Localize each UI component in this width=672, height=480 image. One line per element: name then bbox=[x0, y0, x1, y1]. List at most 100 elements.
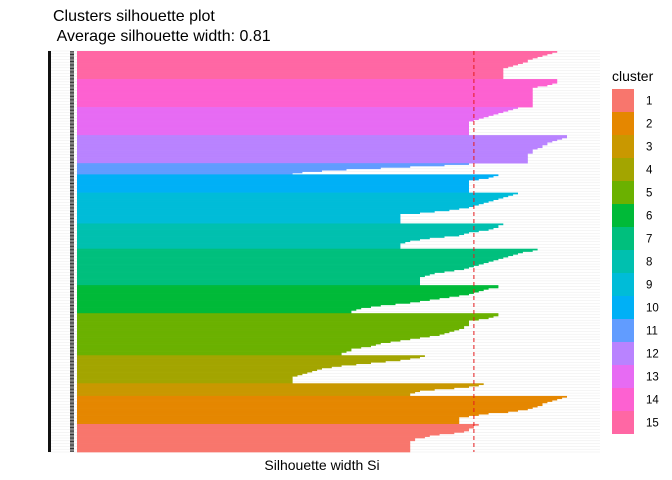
silhouette-bar-cluster-10 bbox=[77, 177, 489, 179]
legend-label-11: 11 bbox=[646, 326, 658, 338]
silhouette-bar-cluster-8 bbox=[77, 237, 430, 240]
legend-item-14: 14 bbox=[612, 388, 659, 411]
silhouette-bar-cluster-7 bbox=[77, 259, 494, 262]
plot-area bbox=[48, 50, 600, 453]
silhouette-bar-cluster-12 bbox=[77, 157, 528, 160]
silhouette-bar-cluster-9 bbox=[77, 203, 479, 206]
silhouette-bar-cluster-8 bbox=[77, 247, 401, 250]
silhouette-bar-cluster-2 bbox=[77, 411, 509, 414]
legend-label-12: 12 bbox=[646, 349, 659, 361]
silhouette-bar-cluster-6 bbox=[77, 303, 396, 306]
silhouette-bar-cluster-7 bbox=[77, 252, 518, 255]
y-tick-label-column bbox=[48, 51, 51, 452]
silhouette-bar-cluster-7 bbox=[77, 262, 484, 265]
silhouette-bar-cluster-2 bbox=[77, 405, 538, 408]
silhouette-bar-cluster-15 bbox=[77, 77, 504, 80]
silhouette-bar-cluster-1 bbox=[77, 442, 411, 444]
silhouette-bar-cluster-9 bbox=[77, 199, 494, 202]
silhouette-bar-cluster-11 bbox=[77, 167, 381, 170]
silhouette-bar-cluster-15 bbox=[77, 52, 553, 55]
silhouette-bar-cluster-5 bbox=[77, 339, 401, 342]
legend-item-6: 6 bbox=[612, 204, 652, 227]
silhouette-bar-cluster-8 bbox=[77, 231, 469, 234]
legend-item-10: 10 bbox=[612, 296, 659, 319]
silhouette-bar-cluster-14 bbox=[77, 97, 533, 100]
silhouette-bar-cluster-7 bbox=[77, 282, 420, 285]
silhouette-bar-cluster-6 bbox=[77, 290, 479, 293]
silhouette-bar-cluster-11 bbox=[77, 172, 293, 175]
silhouette-bar-cluster-1 bbox=[77, 439, 416, 442]
silhouette-bar-cluster-5 bbox=[77, 328, 460, 331]
silhouette-bar-cluster-2 bbox=[77, 397, 563, 400]
silhouette-bar-cluster-11 bbox=[77, 168, 347, 171]
legend-key-6 bbox=[612, 204, 634, 227]
silhouette-bar-cluster-8 bbox=[77, 224, 499, 227]
silhouette-bar-cluster-4 bbox=[77, 367, 322, 370]
silhouette-bar-cluster-15 bbox=[77, 55, 543, 57]
legend-label-5: 5 bbox=[646, 188, 652, 200]
silhouette-bar-cluster-10 bbox=[77, 179, 469, 182]
silhouette-bar-cluster-7 bbox=[77, 275, 425, 278]
silhouette-bar-cluster-5 bbox=[77, 337, 420, 339]
silhouette-bar-cluster-1 bbox=[77, 429, 469, 432]
silhouette-bar-cluster-8 bbox=[77, 240, 411, 243]
silhouette-bar-cluster-5 bbox=[77, 335, 430, 338]
silhouette-bar-cluster-15 bbox=[77, 59, 528, 62]
silhouette-bar-cluster-13 bbox=[77, 109, 509, 112]
silhouette-bar-cluster-15 bbox=[77, 72, 504, 74]
silhouette-bar-cluster-9 bbox=[77, 194, 514, 196]
silhouette-bar-cluster-11 bbox=[77, 164, 445, 167]
silhouette-bar-cluster-7 bbox=[77, 264, 479, 266]
silhouette-bar-cluster-2 bbox=[77, 400, 553, 402]
silhouette-bar-cluster-10 bbox=[77, 175, 494, 178]
silhouette-bar-cluster-1 bbox=[77, 437, 416, 440]
silhouette-bar-cluster-5 bbox=[77, 348, 352, 350]
silhouette-bar-cluster-14 bbox=[77, 80, 558, 83]
silhouette-bar-cluster-7 bbox=[77, 276, 420, 279]
silhouette-bar-cluster-1 bbox=[77, 423, 479, 426]
legend-label-7: 7 bbox=[646, 234, 652, 246]
silhouette-bar-cluster-13 bbox=[77, 114, 494, 116]
silhouette-bar-cluster-15 bbox=[77, 74, 504, 77]
silhouette-bar-cluster-9 bbox=[77, 205, 474, 207]
silhouette-bar-cluster-1 bbox=[77, 432, 455, 435]
silhouette-bar-cluster-5 bbox=[77, 344, 376, 346]
legend-item-8: 8 bbox=[612, 250, 652, 273]
silhouette-bar-cluster-14 bbox=[77, 100, 533, 102]
silhouette-bar-cluster-4 bbox=[77, 377, 293, 380]
silhouette-bar-cluster-7 bbox=[77, 280, 420, 283]
silhouette-bar-cluster-5 bbox=[77, 342, 381, 345]
silhouette-bar-cluster-5 bbox=[77, 315, 494, 318]
legend-key-1 bbox=[612, 89, 634, 112]
y-tick-marks bbox=[48, 51, 74, 452]
silhouette-bar-cluster-10 bbox=[77, 187, 469, 189]
silhouette-bar-cluster-5 bbox=[77, 320, 469, 322]
silhouette-bar-cluster-12 bbox=[77, 142, 548, 144]
silhouette-bar-cluster-10 bbox=[77, 184, 469, 186]
legend-label-4: 4 bbox=[646, 165, 653, 177]
silhouette-bar-cluster-6 bbox=[77, 308, 357, 311]
legend-label-10: 10 bbox=[646, 303, 659, 315]
silhouette-bar-cluster-2 bbox=[77, 398, 558, 401]
silhouette-bar-cluster-14 bbox=[77, 87, 533, 90]
silhouette-bar-cluster-13 bbox=[77, 121, 469, 123]
silhouette-bar-cluster-7 bbox=[77, 258, 499, 261]
legend-label-13: 13 bbox=[646, 372, 659, 384]
silhouette-bar-cluster-1 bbox=[77, 433, 440, 436]
silhouette-bar-cluster-7 bbox=[77, 283, 420, 286]
silhouette-bar-cluster-1 bbox=[77, 449, 411, 451]
legend-key-11 bbox=[612, 319, 634, 342]
silhouette-bar-cluster-1 bbox=[77, 443, 411, 446]
silhouette-bar-cluster-2 bbox=[77, 408, 528, 411]
silhouette-bar-cluster-15 bbox=[77, 51, 558, 53]
silhouette-bar-cluster-9 bbox=[77, 209, 450, 212]
silhouette-bar-cluster-15 bbox=[77, 65, 514, 67]
silhouette-bar-cluster-12 bbox=[77, 161, 528, 164]
silhouette-bar-cluster-3 bbox=[77, 390, 420, 393]
silhouette-bar-cluster-1 bbox=[77, 447, 411, 450]
silhouette-bar-cluster-7 bbox=[77, 254, 514, 257]
silhouette-bar-cluster-7 bbox=[77, 269, 455, 272]
silhouette-bar-cluster-6 bbox=[77, 301, 411, 304]
silhouette-bar-cluster-3 bbox=[77, 387, 455, 390]
